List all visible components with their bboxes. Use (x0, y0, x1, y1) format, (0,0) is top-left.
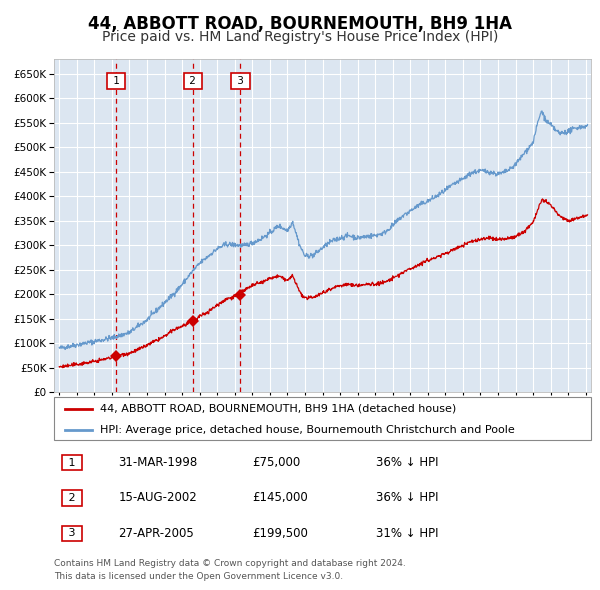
Text: 3: 3 (234, 76, 247, 86)
Text: 44, ABBOTT ROAD, BOURNEMOUTH, BH9 1HA (detached house): 44, ABBOTT ROAD, BOURNEMOUTH, BH9 1HA (d… (100, 404, 456, 414)
Text: £199,500: £199,500 (253, 527, 308, 540)
Text: Contains HM Land Registry data © Crown copyright and database right 2024.: Contains HM Land Registry data © Crown c… (54, 559, 406, 568)
Text: 44, ABBOTT ROAD, BOURNEMOUTH, BH9 1HA: 44, ABBOTT ROAD, BOURNEMOUTH, BH9 1HA (88, 15, 512, 33)
Text: £145,000: £145,000 (253, 491, 308, 504)
Text: 36% ↓ HPI: 36% ↓ HPI (376, 491, 439, 504)
Text: 27-APR-2005: 27-APR-2005 (118, 527, 194, 540)
Text: HPI: Average price, detached house, Bournemouth Christchurch and Poole: HPI: Average price, detached house, Bour… (100, 425, 514, 435)
Text: 31% ↓ HPI: 31% ↓ HPI (376, 527, 439, 540)
Text: 31-MAR-1998: 31-MAR-1998 (118, 456, 197, 469)
Text: 3: 3 (65, 529, 79, 539)
Text: 1: 1 (65, 457, 79, 467)
Text: This data is licensed under the Open Government Licence v3.0.: This data is licensed under the Open Gov… (54, 572, 343, 581)
Text: 2: 2 (187, 76, 200, 86)
Text: 2: 2 (65, 493, 79, 503)
Text: £75,000: £75,000 (253, 456, 301, 469)
Text: 15-AUG-2002: 15-AUG-2002 (118, 491, 197, 504)
Text: 1: 1 (110, 76, 123, 86)
Text: 36% ↓ HPI: 36% ↓ HPI (376, 456, 439, 469)
Text: Price paid vs. HM Land Registry's House Price Index (HPI): Price paid vs. HM Land Registry's House … (102, 30, 498, 44)
